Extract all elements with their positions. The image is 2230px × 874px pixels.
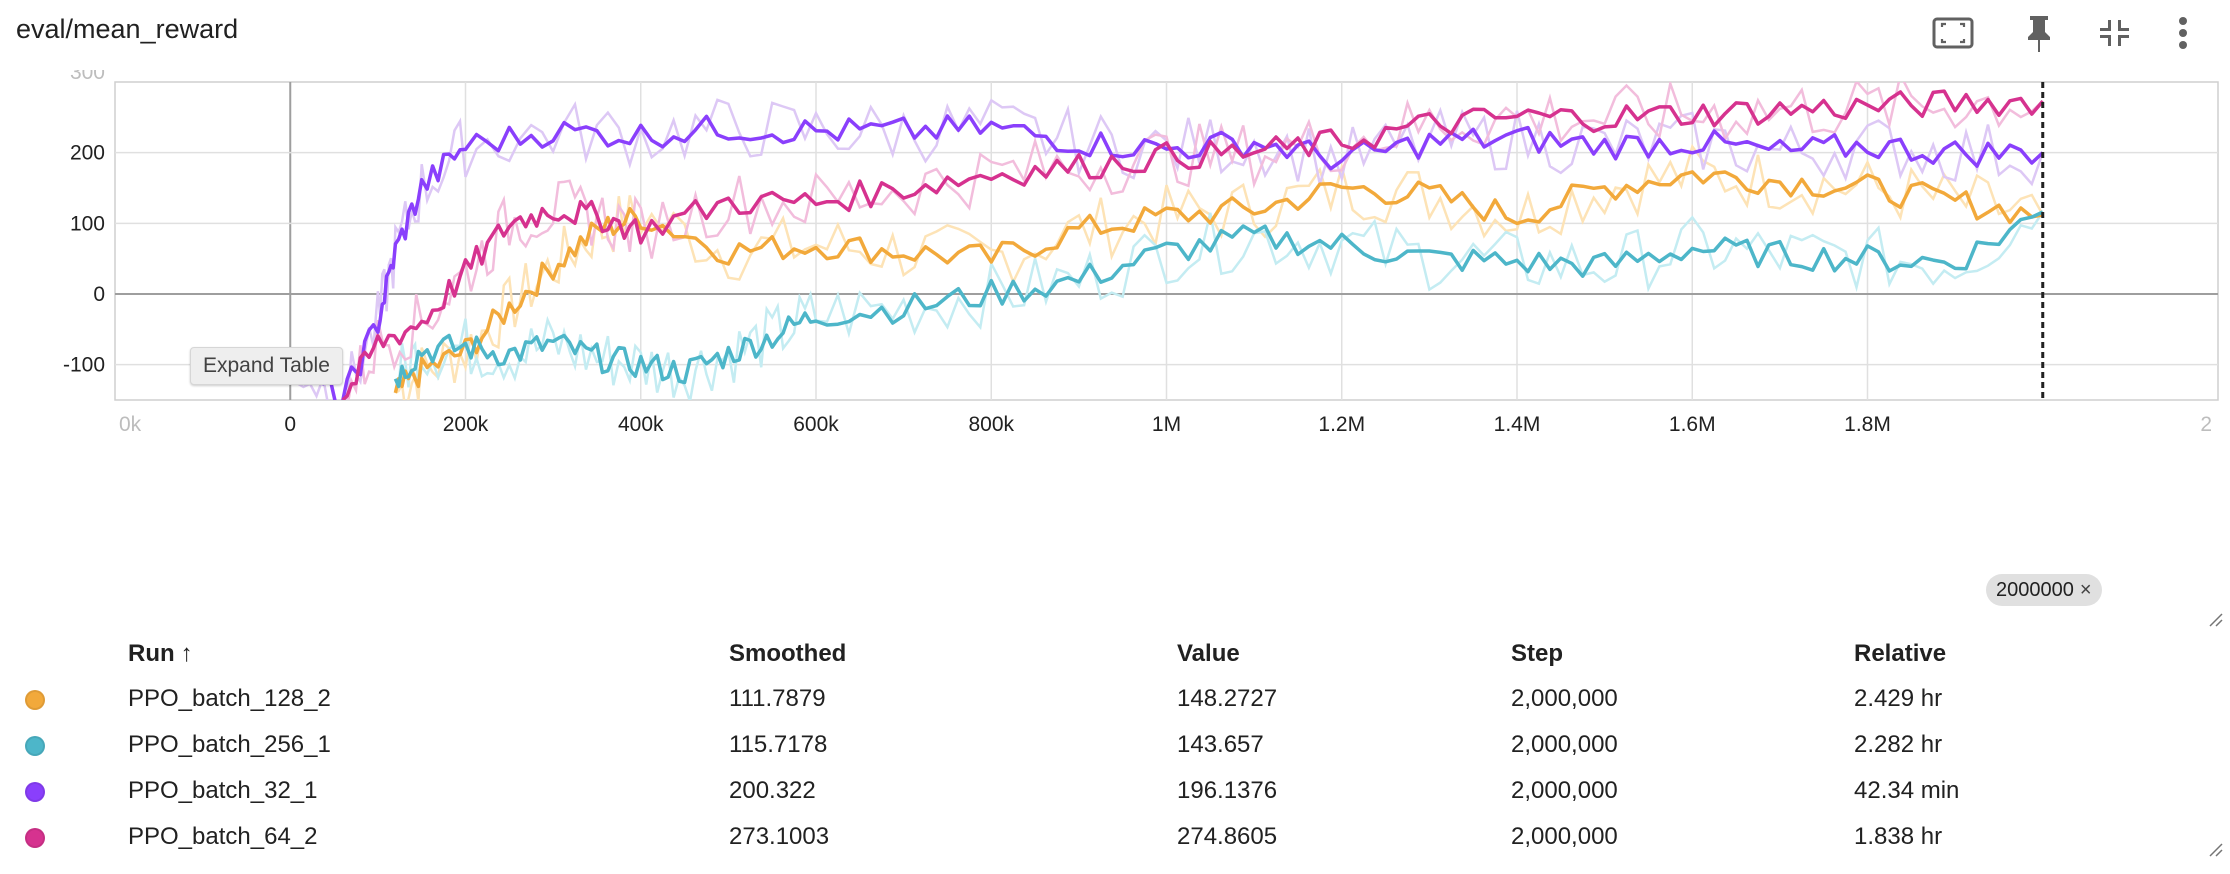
run-header[interactable]: Run ↑	[128, 632, 729, 676]
table-row[interactable]: PPO_batch_256_1 115.7178 143.657 2,000,000 2…	[0, 722, 2154, 768]
relative-time: 42.34 min	[1854, 777, 1960, 804]
step-value: 2,000,000	[1511, 731, 1618, 758]
x-edge-tick-label: 0k	[119, 413, 142, 436]
run-color-dot	[0, 676, 128, 722]
relative-time: 2.282 hr	[1854, 731, 1943, 758]
pin-icon[interactable]	[2016, 10, 2062, 56]
x-tick-label: 1M	[1152, 413, 1181, 436]
y-tick-label: -100	[63, 354, 105, 377]
series-color-icon[interactable]	[25, 781, 45, 802]
step-chip-label: 2000000	[1996, 579, 2074, 601]
series-line	[393, 210, 2044, 389]
smoothed-value: 273.1003	[729, 823, 830, 850]
run-color-dot	[0, 768, 128, 814]
fit-domain-icon[interactable]	[1930, 10, 1976, 56]
table-row[interactable]: PPO_batch_32_1 200.322 196.1376 2,000,000 42…	[0, 768, 2154, 814]
series-line	[393, 170, 2044, 394]
series-color-icon[interactable]	[25, 735, 45, 756]
table-row[interactable]: PPO_batch_64_2 273.1003 274.8605 2,000,000 1…	[0, 814, 2154, 860]
raw-value: 148.2727	[1177, 685, 1278, 712]
sort-ascending-icon[interactable]: ↑	[180, 640, 193, 667]
step-chip[interactable]: 2000000 ×	[1986, 574, 2102, 606]
x-tick-label: 1.6M	[1669, 413, 1716, 436]
run-color-dot	[0, 722, 128, 768]
series-line	[290, 114, 2044, 400]
runs-table: Run ↑ Smoothed Value Step Relative PPO_ba…	[0, 632, 2154, 860]
relative-time: 2.429 hr	[1854, 685, 1943, 712]
chart-toolbar	[1900, 0, 2230, 64]
x-tick-label: 400k	[618, 413, 664, 436]
chart-title: eval/mean_reward	[16, 14, 239, 44]
run-name: PPO_batch_256_1	[128, 731, 331, 758]
series-line	[341, 89, 2045, 400]
expand-table-button[interactable]: Expand Table	[190, 347, 343, 385]
smoothed-value: 200.322	[729, 777, 816, 804]
x-tick-label: 600k	[793, 413, 839, 436]
resize-handle-icon[interactable]	[2208, 842, 2224, 858]
smoothed-value: 111.7879	[729, 685, 826, 712]
relative-time: 1.838 hr	[1854, 823, 1943, 850]
series-color-icon[interactable]	[25, 689, 45, 710]
step-value: 2,000,000	[1511, 823, 1618, 850]
chart-area[interactable]: 0 200k 400k 600k 800k 1M 1.2M 1.4M 1.6M 1.8M -100 0…	[0, 70, 2230, 610]
x-edge-tick-label: 2	[2200, 413, 2212, 436]
smoothed-header[interactable]: Smoothed	[729, 640, 847, 667]
run-name: PPO_batch_32_1	[128, 777, 318, 804]
series-color-icon[interactable]	[25, 827, 45, 848]
x-tick-label: 0	[284, 413, 296, 436]
x-tick-label: 1.2M	[1318, 413, 1365, 436]
run-color-dot	[0, 814, 128, 860]
more-vert-icon[interactable]	[2160, 10, 2206, 56]
run-name: PPO_batch_128_2	[128, 685, 331, 712]
close-icon[interactable]: ×	[2079, 579, 2092, 601]
x-tick-label: 1.8M	[1844, 413, 1891, 436]
y-tick-label: 100	[70, 212, 105, 235]
x-tick-label: 1.4M	[1494, 413, 1541, 436]
y-edge-tick-label: 300	[70, 70, 105, 84]
table-header-row: Run ↑ Smoothed Value Step Relative	[0, 632, 2154, 676]
series-raw-line	[289, 98, 2044, 400]
step-value: 2,000,000	[1511, 685, 1618, 712]
run-header-label: Run	[128, 640, 175, 667]
table-row[interactable]: PPO_batch_128_2 111.7879 148.2727 2,000,000…	[0, 676, 2154, 722]
x-tick-label: 800k	[968, 413, 1014, 436]
color-header	[0, 632, 128, 676]
step-value: 2,000,000	[1511, 777, 1618, 804]
series-raw-line	[342, 82, 2044, 400]
resize-handle-icon[interactable]	[2208, 612, 2224, 628]
smoothed-value: 115.7178	[729, 731, 828, 758]
collapse-icon[interactable]	[2090, 10, 2136, 56]
y-tick-label: 200	[70, 142, 105, 165]
y-tick-label: 0	[93, 283, 105, 306]
raw-value: 143.657	[1177, 731, 1264, 758]
value-header[interactable]: Value	[1177, 640, 1240, 667]
run-name: PPO_batch_64_2	[128, 823, 318, 850]
line-chart[interactable]: 0 200k 400k 600k 800k 1M 1.2M 1.4M 1.6M 1.8M -100 0…	[0, 70, 2230, 610]
x-tick-label: 200k	[443, 413, 489, 436]
relative-header[interactable]: Relative	[1854, 640, 1947, 667]
raw-value: 196.1376	[1177, 777, 1278, 804]
step-header[interactable]: Step	[1511, 640, 1564, 667]
raw-value: 274.8605	[1177, 823, 1278, 850]
